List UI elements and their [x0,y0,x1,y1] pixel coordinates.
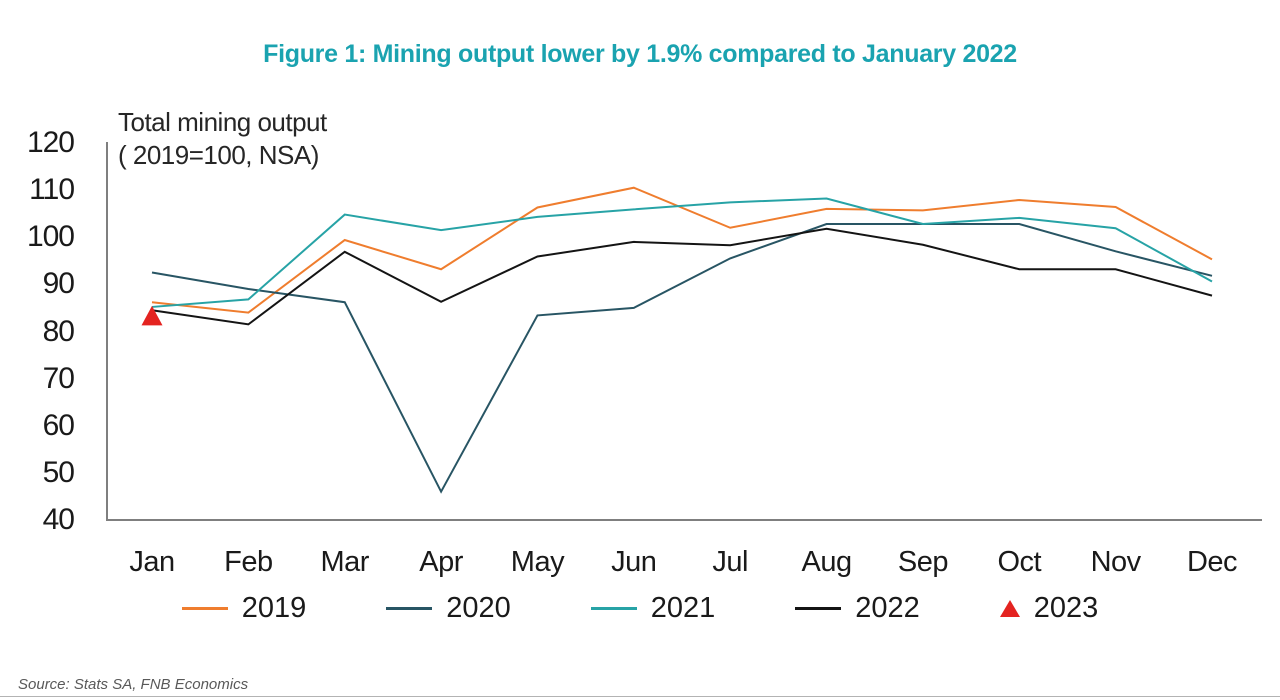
legend-label-2022: 2022 [855,592,920,624]
x-tick-may: May [510,546,565,578]
source-note: Source: Stats SA, FNB Economics [18,676,249,693]
x-tick-apr: Apr [419,546,463,578]
x-tick-oct: Oct [997,546,1042,578]
triangle-marker-2023-jan [141,305,163,326]
line-swatch-icon [590,607,637,610]
line-series-2021 [151,197,1213,308]
x-tick-feb: Feb [224,546,273,578]
line-swatch-icon [795,607,842,610]
y-tick-90: 90 [42,267,75,301]
legend-label-2021: 2021 [650,592,716,624]
figure-title: Figure 1: Mining output lower by 1.9% co… [263,40,1017,68]
triangle-marker-icon [999,600,1020,617]
line-series-2020 [151,222,1213,494]
legend-item-2022: 2022 [795,592,920,625]
x-tick-sep: Sep [897,546,949,578]
bottom-divider [0,696,1280,697]
x-tick-mar: Mar [320,546,369,578]
line-series-2022 [151,227,1213,326]
x-tick-jan: Jan [129,546,175,578]
y-tick-120: 120 [26,126,75,159]
legend-label-2020: 2020 [446,592,511,624]
y-tick-80: 80 [42,314,75,348]
legend-label-2019: 2019 [241,592,307,624]
plot-area [106,142,1262,521]
axis-note: Total mining output ( 2019=100, NSA) [118,106,327,172]
y-tick-50: 50 [42,455,75,489]
y-tick-70: 70 [42,361,75,395]
y-tick-40: 40 [42,503,75,536]
x-tick-dec: Dec [1186,546,1238,578]
x-tick-aug: Aug [801,546,852,578]
line-series-2019 [151,186,1213,314]
legend-item-2023: 2023 [999,592,1099,625]
chart-legend: 2019 2020 2021 2022 2023 [0,592,1280,625]
y-tick-60: 60 [42,408,75,442]
line-swatch-icon [386,607,433,610]
axis-note-line2: ( 2019=100, NSA) [118,140,319,170]
legend-item-2021: 2021 [590,592,716,625]
legend-label-2023: 2023 [1033,592,1099,624]
x-tick-nov: Nov [1090,546,1142,578]
legend-item-2019: 2019 [181,592,307,625]
y-tick-110: 110 [29,173,75,207]
x-tick-jun: Jun [611,546,657,578]
x-tick-jul: Jul [712,546,748,578]
legend-item-2020: 2020 [386,592,511,625]
line-swatch-icon [181,607,228,610]
axis-note-line1: Total mining output [118,107,327,137]
y-tick-100: 100 [26,220,75,254]
chart-canvas [141,186,1213,494]
